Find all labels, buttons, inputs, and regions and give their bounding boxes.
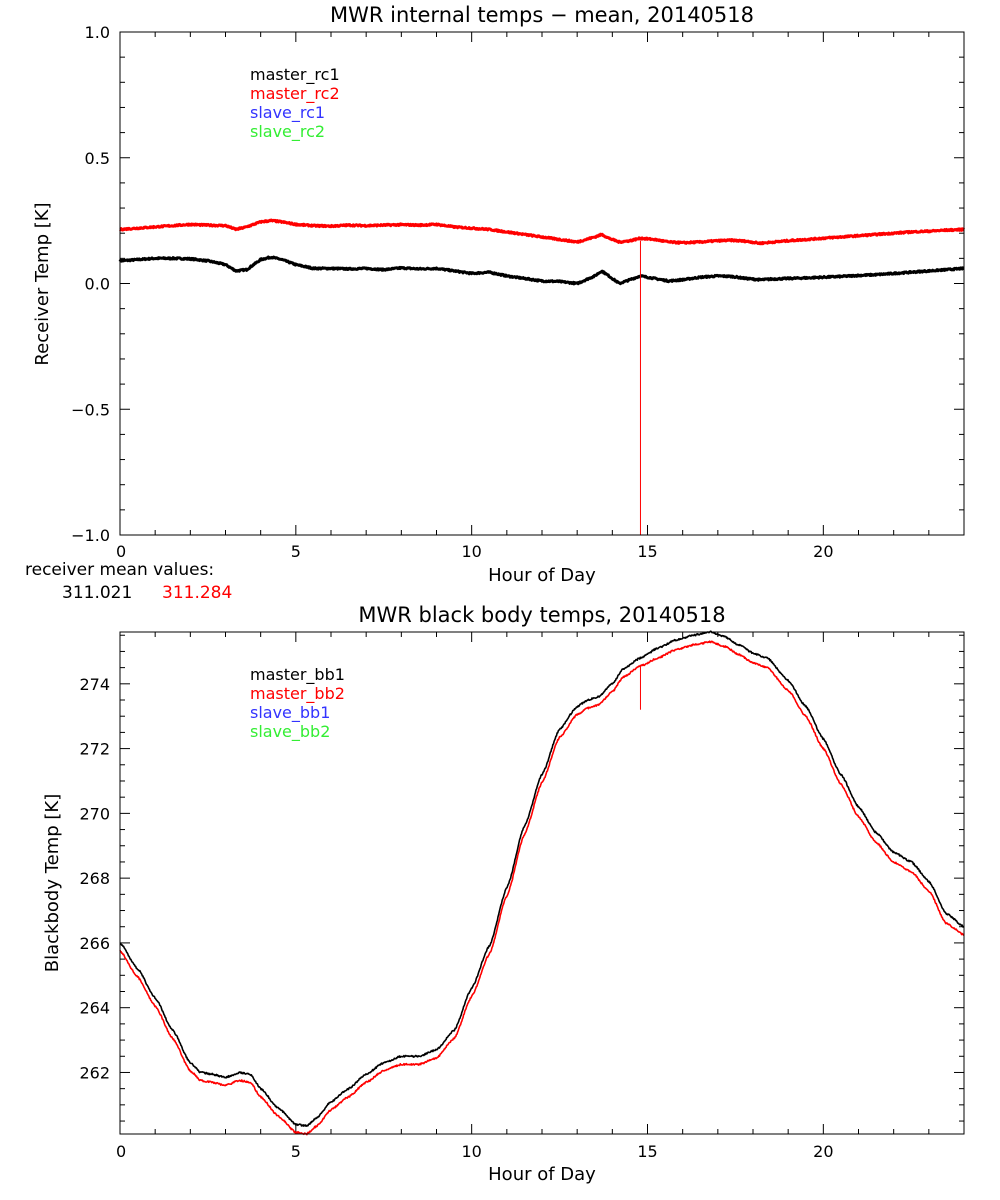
legend: master_bb1 master_bb2 slave_bb1 slave_bb… [250, 665, 345, 742]
plot-frame [119, 31, 965, 536]
receiver-mean-value-1: 311.021 [62, 583, 132, 603]
y-tick-labels: −1.0 −0.5 0.0 0.5 1.0 [71, 23, 110, 545]
legend-entry-master-rc1: master_rc1 [250, 65, 340, 85]
x-axis-label: Hour of Day [488, 1164, 596, 1185]
y-tick-labels: 262 264 266 268 270 272 274 [79, 675, 110, 1083]
chart-title: MWR black body temps, 20140518 [358, 603, 725, 627]
x-tick-label: 0 [116, 1142, 126, 1161]
series-line-master-rc1 [118, 255, 965, 286]
x-tick-label: 10 [461, 1142, 481, 1161]
y-tick-label: −0.5 [71, 400, 110, 419]
legend-entry-master-rc2: master_rc2 [250, 84, 340, 104]
receiver-temp-chart: MWR internal temps − mean, 20140518 0 5 10… [25, 3, 966, 603]
legend-entry-master-bb1: master_bb1 [250, 665, 345, 685]
receiver-mean-label: receiver mean values: [25, 560, 214, 580]
series-line-master-rc2 [119, 218, 966, 246]
x-tick-label: 15 [637, 542, 657, 561]
x-tick-label: 5 [291, 1142, 301, 1161]
y-tick-label: 268 [79, 869, 110, 888]
y-tick-label: 0.5 [85, 149, 110, 168]
y-tick-label: −1.0 [71, 526, 110, 545]
x-tick-labels: 0 5 10 15 20 [116, 542, 834, 561]
legend-entry-slave-rc2: slave_rc2 [250, 122, 325, 142]
blackbody-temp-chart: MWR black body temps, 20140518 0 5 10 15 20 … [42, 603, 965, 1185]
y-tick-label: 266 [79, 934, 110, 953]
x-tick-label: 5 [291, 542, 301, 561]
series-group [118, 218, 966, 535]
series-line-master-bb2 [119, 640, 965, 1136]
y-tick-label: 272 [79, 740, 110, 759]
y-tick-label: 1.0 [85, 23, 110, 42]
series-group [119, 630, 965, 1136]
x-tick-label: 0 [116, 542, 126, 561]
x-tick-label: 20 [813, 1142, 833, 1161]
y-tick-label: 270 [79, 804, 110, 823]
y-tick-label: 262 [79, 1063, 110, 1082]
y-tick-label: 264 [79, 999, 110, 1018]
y-tick-label: 274 [79, 675, 110, 694]
chart-title: MWR internal temps − mean, 20140518 [330, 3, 754, 27]
x-tick-labels: 0 5 10 15 20 [116, 1142, 834, 1161]
x-tick-label: 20 [813, 542, 833, 561]
legend-entry-slave-bb1: slave_bb1 [250, 703, 330, 723]
x-tick-label: 15 [637, 1142, 657, 1161]
y-axis-label: Blackbody Temp [K] [42, 794, 63, 972]
x-tick-label: 10 [461, 542, 481, 561]
x-axis-label: Hour of Day [488, 565, 596, 586]
tick-marks [119, 632, 965, 1134]
y-axis-label: Receiver Temp [K] [32, 202, 53, 365]
plot-frame [119, 631, 965, 1135]
receiver-mean-value-2: 311.284 [162, 583, 232, 603]
legend: master_rc1 master_rc2 slave_rc1 slave_rc… [250, 65, 340, 142]
legend-entry-slave-rc1: slave_rc1 [250, 103, 325, 123]
legend-entry-master-bb2: master_bb2 [250, 684, 345, 704]
tick-marks [119, 31, 965, 536]
y-tick-label: 0.0 [85, 275, 110, 294]
legend-entry-slave-bb2: slave_bb2 [250, 722, 330, 742]
series-line-master-bb1 [119, 630, 965, 1127]
